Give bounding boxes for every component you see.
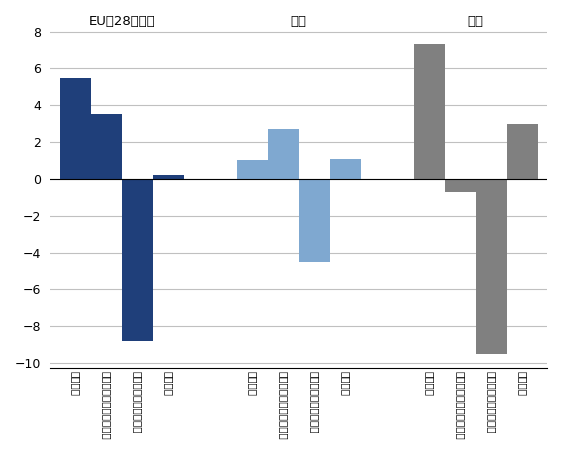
Bar [90,115,121,179]
Text: EU（28カ国）: EU（28カ国） [88,15,155,28]
Bar [153,175,184,179]
Text: 米国: 米国 [468,15,484,28]
Bar [60,78,90,179]
Bar [237,161,268,179]
Bar [445,179,476,192]
Bar [121,179,153,341]
Bar [330,159,361,179]
Bar [414,45,445,179]
Bar [476,179,507,354]
Bar [298,179,330,262]
Bar [507,124,538,179]
Bar [268,129,298,179]
Text: 日本: 日本 [291,15,307,28]
